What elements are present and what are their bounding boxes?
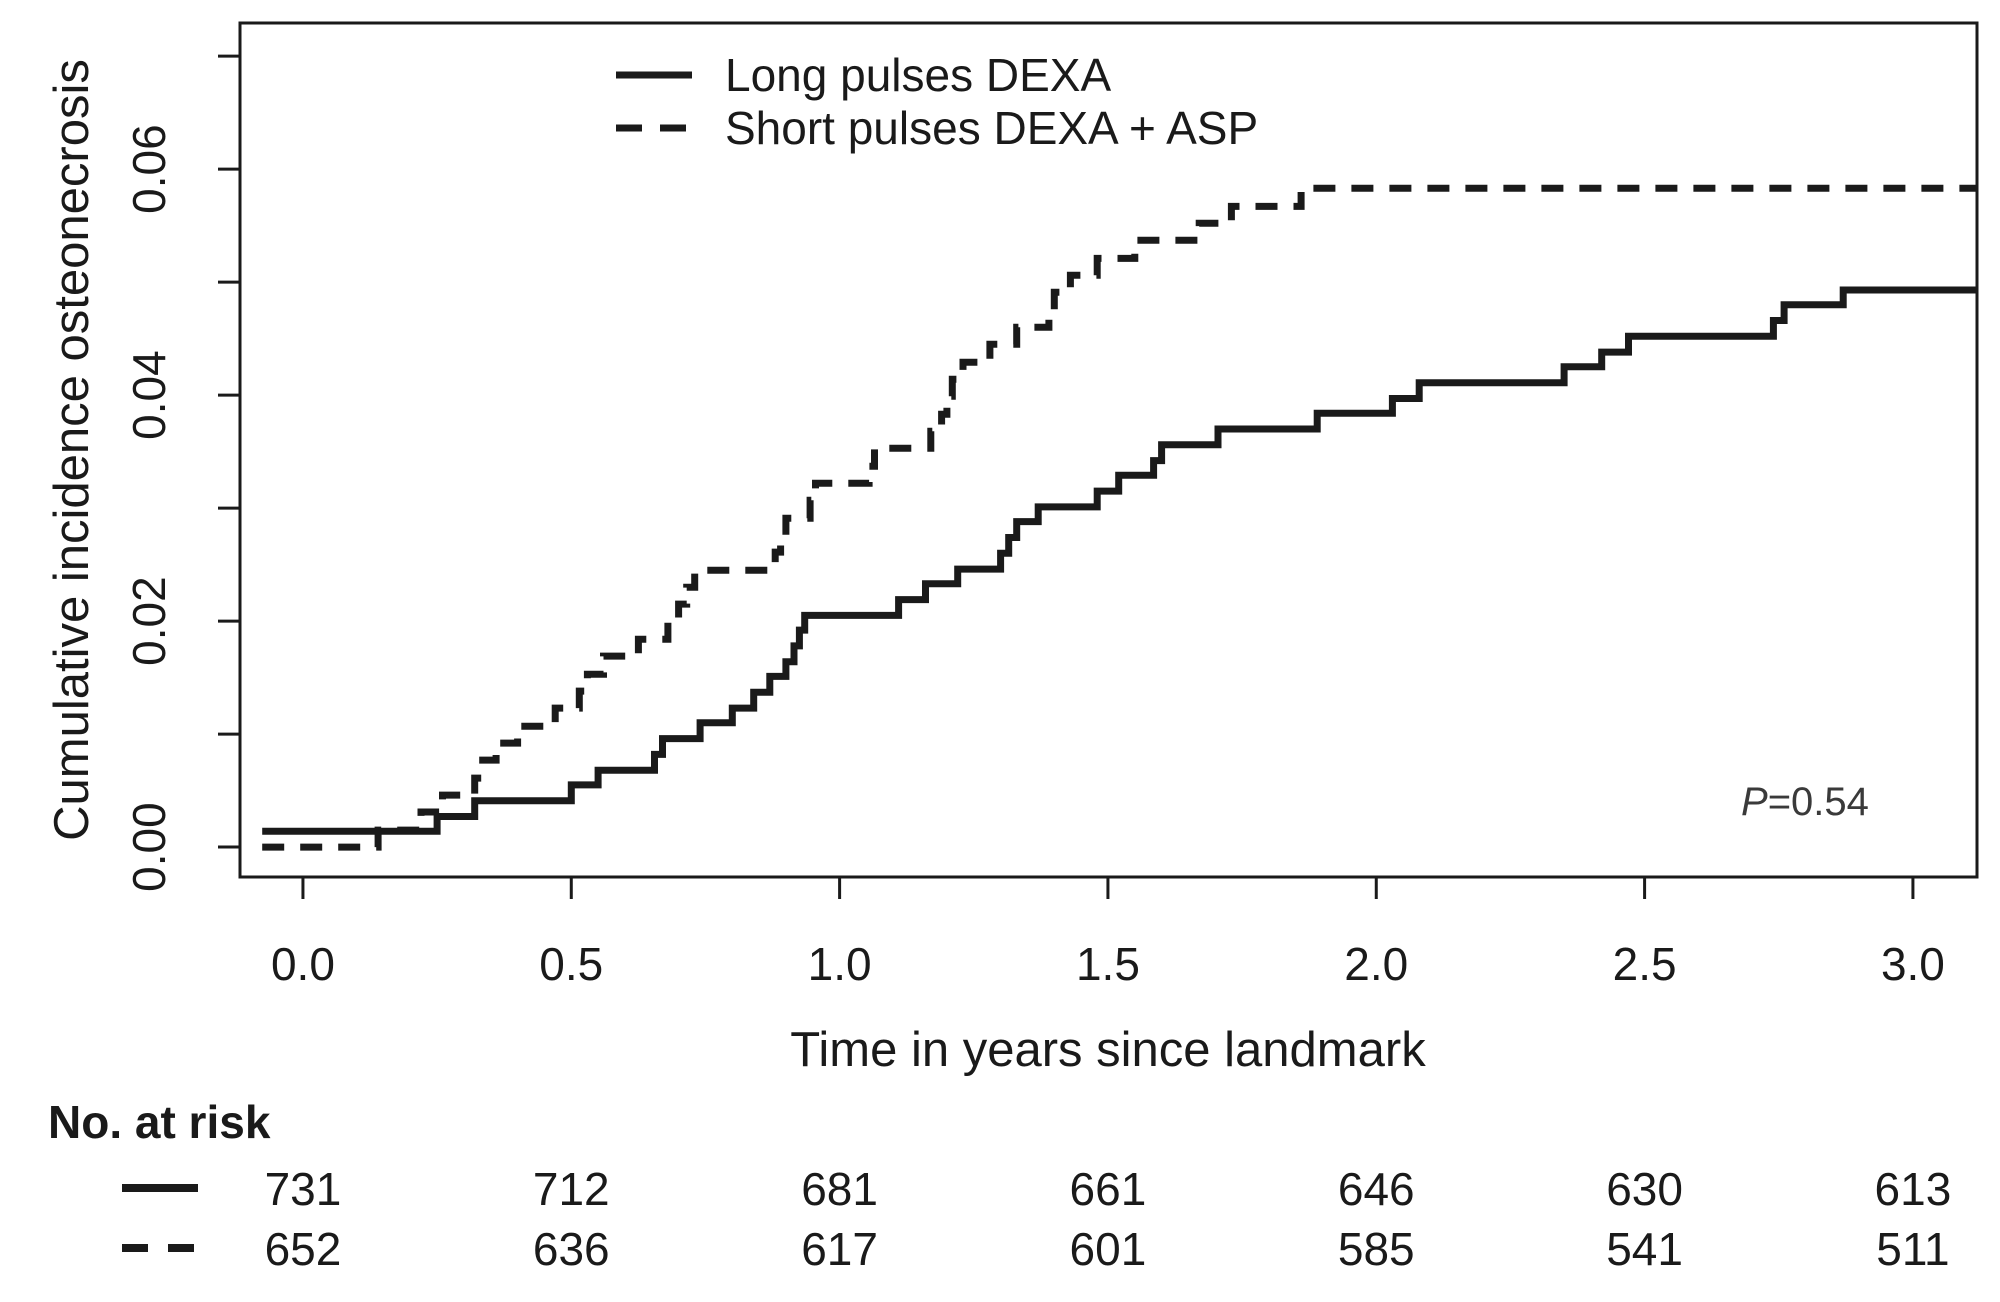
y-axis-tick-label: 0.04	[123, 350, 175, 440]
y-axis-title: Cumulative incidence osteonecrosis	[45, 59, 99, 841]
legend: Long pulses DEXA Short pulses DEXA + ASP	[616, 49, 1258, 154]
risk-count-dashed-2.0: 585	[1338, 1223, 1415, 1275]
legend-label-long-pulses: Long pulses DEXA	[725, 49, 1111, 101]
risk-count-solid-2.0: 646	[1338, 1163, 1415, 1215]
risk-table: No. at risk 731 712 681 661 646 630 613 652 636 6…	[48, 1096, 1951, 1275]
x-axis-tick-label: 2.0	[1344, 938, 1408, 990]
risk-count-solid-1.0: 681	[801, 1163, 878, 1215]
risk-table-title: No. at risk	[48, 1096, 271, 1148]
y-axis-tick-label: 0.02	[123, 576, 175, 666]
axis-ticks-group: 0.0 0.5 1.0 1.5 2.0 2.5 3.0 0.00 0.02 0.04 0.06	[123, 54, 1945, 990]
risk-count-solid-1.5: 661	[1070, 1163, 1147, 1215]
risk-count-dashed-1.5: 601	[1070, 1223, 1147, 1275]
risk-count-solid-0.0: 731	[265, 1163, 342, 1215]
risk-count-dashed-2.5: 541	[1606, 1223, 1683, 1275]
p-value-annotation: P=0.54	[1741, 780, 1869, 824]
x-axis-tick-label: 0.5	[539, 938, 603, 990]
x-axis-tick-label: 0.0	[271, 938, 335, 990]
risk-count-dashed-3.0: 511	[1876, 1223, 1949, 1275]
risk-count-solid-2.5: 630	[1606, 1163, 1683, 1215]
x-axis-tick-label: 3.0	[1881, 938, 1945, 990]
x-axis-title: Time in years since landmark	[790, 1023, 1426, 1077]
risk-count-solid-3.0: 613	[1875, 1163, 1952, 1215]
series-group	[262, 184, 1977, 851]
y-axis-tick-label: 0.06	[123, 124, 175, 214]
risk-count-dashed-1.0: 617	[801, 1223, 878, 1275]
risk-counts-group: 731 712 681 661 646 630 613 652 636 617 601 585 541 5…	[265, 1163, 1952, 1275]
y-axis-tick-label: 0.00	[123, 802, 175, 892]
risk-count-solid-0.5: 712	[533, 1163, 610, 1215]
risk-count-dashed-0.5: 636	[533, 1223, 610, 1275]
p-value-number: =0.54	[1768, 780, 1869, 824]
legend-label-short-pulses: Short pulses DEXA + ASP	[725, 102, 1258, 154]
curve-long-pulses-dexa	[262, 286, 1977, 835]
p-value-symbol: P	[1741, 780, 1768, 824]
x-axis-tick-label: 1.0	[808, 938, 872, 990]
risk-count-dashed-0.0: 652	[265, 1223, 342, 1275]
x-axis-tick-label: 2.5	[1613, 938, 1677, 990]
curve-short-pulses-dexa-asp	[262, 184, 1977, 851]
x-axis-tick-label: 1.5	[1076, 938, 1140, 990]
